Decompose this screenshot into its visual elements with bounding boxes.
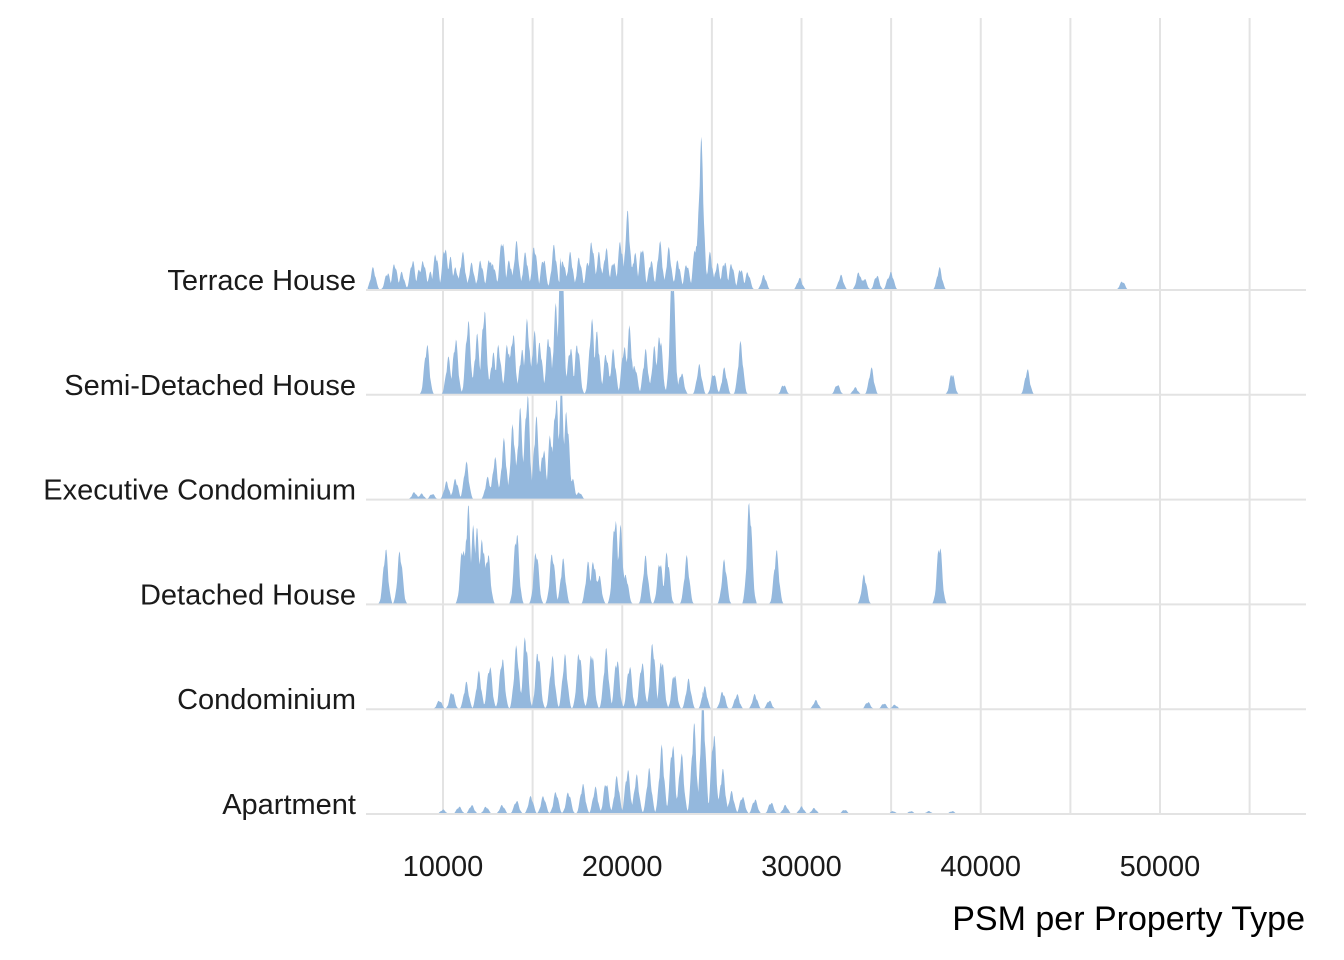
ridge-executive-condominium	[367, 378, 1304, 500]
category-label: Semi-Detached House	[64, 370, 356, 402]
category-label: Apartment	[222, 789, 356, 821]
ridge-semi-detached-house	[367, 257, 1304, 395]
x-tick-label: 10000	[403, 851, 484, 883]
category-labels: Terrace House Semi-Detached House Executiv…	[43, 265, 356, 821]
gridlines	[442, 18, 1251, 814]
baselines	[366, 289, 1306, 815]
category-label: Condominium	[177, 684, 356, 716]
x-tick-label: 20000	[582, 851, 663, 883]
ridge-detached-house	[367, 502, 1304, 605]
x-tick-label: 50000	[1120, 851, 1201, 883]
category-label: Executive Condominium	[43, 475, 356, 507]
x-axis-title: PSM per Property Type	[952, 900, 1305, 938]
category-label: Detached House	[140, 579, 356, 611]
x-tick-label: 30000	[761, 851, 842, 883]
ridges	[367, 136, 1304, 814]
x-tick-labels: 10000 20000 30000 40000 50000	[403, 851, 1201, 883]
x-tick-label: 40000	[940, 851, 1021, 883]
ridge-terrace-house	[367, 136, 1304, 290]
ridge-condominium	[367, 637, 1304, 710]
category-label: Terrace House	[167, 265, 356, 297]
